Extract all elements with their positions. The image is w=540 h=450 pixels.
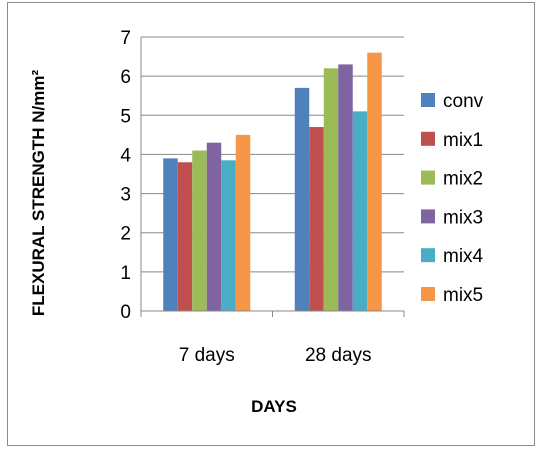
- bar-mix5: [235, 134, 251, 311]
- bar-mix5: [367, 52, 382, 312]
- legend-swatch-mix1: [421, 131, 435, 146]
- x-tick-label: 28 days: [305, 345, 372, 366]
- y-tick-label: 6: [120, 67, 131, 88]
- y-tick-label: 2: [120, 224, 131, 245]
- bar-mix1: [309, 127, 324, 312]
- bar-conv: [294, 87, 310, 311]
- legend: conv mix1 mix2 mix3 mix4 mix5: [421, 91, 484, 306]
- y-tick-labels: 0 1 2 3 4 5 6 7: [120, 28, 131, 323]
- legend-swatch-mix4: [421, 248, 435, 263]
- y-tick-label: 0: [120, 302, 131, 323]
- y-axis-label: FLEXURAL STRENGTH N/mm²: [29, 70, 48, 317]
- bar-mix3: [206, 142, 222, 311]
- bar-mix2: [323, 68, 339, 311]
- bars: [163, 52, 382, 312]
- legend-swatch-mix5: [421, 287, 435, 301]
- x-tick-label: 7 days: [179, 345, 235, 366]
- x-axis-label: DAYS: [251, 397, 297, 416]
- bar-mix4: [352, 111, 368, 311]
- bar-mix3: [338, 64, 353, 312]
- legend-label-mix3: mix3: [443, 207, 483, 228]
- bar-conv: [163, 158, 178, 311]
- x-tick-labels: 7 days 28 days: [179, 345, 372, 366]
- legend-swatch-mix3: [421, 209, 435, 224]
- bar-mix1: [177, 162, 193, 311]
- legend-swatch-mix2: [421, 170, 435, 185]
- legend-label-mix1: mix1: [443, 130, 483, 151]
- y-tick-label: 7: [120, 28, 131, 49]
- legend-label-conv: conv: [443, 91, 484, 112]
- legend-label-mix4: mix4: [443, 246, 484, 267]
- y-tick-label: 1: [120, 263, 131, 284]
- bar-mix4: [221, 160, 236, 311]
- axes: [140, 37, 405, 317]
- legend-label-mix5: mix5: [443, 285, 483, 306]
- legend-label-mix2: mix2: [443, 169, 483, 190]
- bar-mix2: [192, 150, 207, 311]
- y-tick-label: 4: [120, 145, 131, 166]
- y-tick-label: 3: [120, 185, 131, 206]
- y-tick-label: 5: [120, 106, 131, 127]
- legend-swatch-conv: [421, 93, 435, 107]
